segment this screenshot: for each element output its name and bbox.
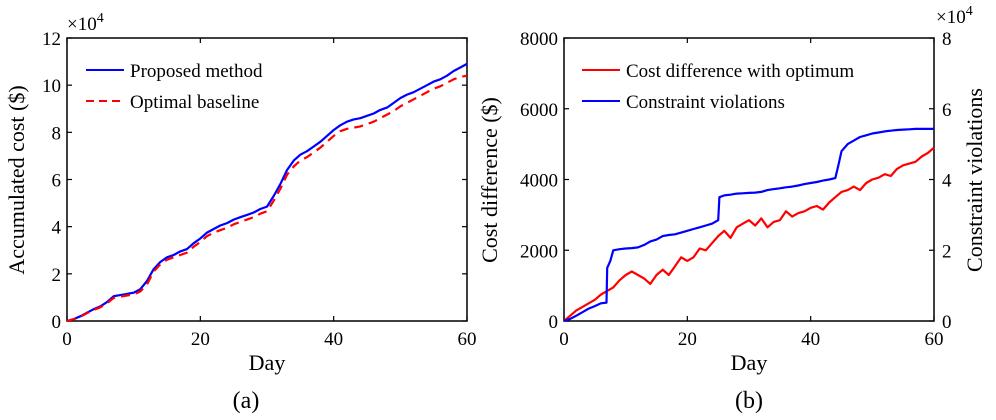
panel-a-x-tick-label: 0 bbox=[62, 329, 72, 350]
panel-a-y-tick-label: 4 bbox=[52, 218, 62, 239]
series-line-cost-difference-with-optimum bbox=[563, 146, 935, 322]
panel-b-y-right-exponent: ×104 bbox=[936, 4, 973, 28]
panel-b-y-tick-label: 2000 bbox=[520, 241, 558, 262]
panel-a-x-tick-label: 60 bbox=[458, 329, 477, 350]
panel-a-y-tick-label: 12 bbox=[42, 29, 61, 50]
panel-a-y-tick-label: 8 bbox=[52, 123, 62, 144]
panel-b-y-right-tick-label: 2 bbox=[942, 241, 952, 262]
panel-a-x-axis-title: Day bbox=[249, 350, 286, 375]
panel-b-y-right-axis-title: Constraint violations bbox=[962, 88, 987, 272]
panel-a-y-axis-title: Accumulated cost ($) bbox=[4, 85, 29, 274]
legend-label-constraint-violations: Constraint violations bbox=[626, 92, 785, 113]
panel-b-y-tick-label: 4000 bbox=[520, 171, 558, 192]
panel-b-y-right-tick-label: 8 bbox=[942, 29, 952, 50]
panel-a-y-ticks: 0 2 4 6 8 10 12 bbox=[42, 29, 467, 333]
panel-a-y-tick-label: 0 bbox=[52, 312, 62, 333]
panel-a: 0 20 40 60 0 2 4 6 8 10 12 ×104 Proposed method O… bbox=[4, 11, 477, 414]
panel-a-y-tick-label: 2 bbox=[52, 265, 62, 286]
panel-b-x-ticks: 0 20 40 60 bbox=[559, 38, 944, 350]
panel-b: 0 20 40 60 0 2000 4000 6000 8000 0 2 4 6 8 ×104 Cos… bbox=[477, 4, 987, 414]
series-line-proposed-method bbox=[66, 62, 468, 323]
panel-b-x-tick-label: 40 bbox=[801, 329, 820, 350]
panel-b-y-axis-title: Cost difference ($) bbox=[477, 97, 502, 263]
series-line-constraint-violations bbox=[563, 127, 934, 323]
panel-b-y-right-tick-label: 0 bbox=[942, 312, 952, 333]
panel-a-x-ticks: 0 20 40 60 bbox=[62, 38, 477, 350]
panel-b-y-ticks-right: 0 2 4 6 8 bbox=[929, 29, 952, 333]
panel-b-y-tick-label: 0 bbox=[549, 312, 559, 333]
panel-a-caption: (a) bbox=[233, 388, 260, 414]
panel-a-plot-area bbox=[66, 37, 468, 322]
legend-label-cost-difference: Cost difference with optimum bbox=[626, 61, 854, 82]
panel-a-y-tick-label: 10 bbox=[42, 76, 61, 97]
panel-a-y-tick-label: 6 bbox=[52, 171, 62, 192]
panel-b-x-axis-title: Day bbox=[731, 350, 768, 375]
panel-a-y-exponent: ×104 bbox=[67, 11, 104, 35]
panel-b-x-tick-label: 0 bbox=[559, 329, 569, 350]
panel-a-legend: Proposed method Optimal baseline bbox=[86, 61, 263, 113]
panel-b-y-tick-label: 8000 bbox=[520, 29, 558, 50]
panel-b-y-right-tick-label: 4 bbox=[942, 171, 952, 192]
panel-b-y-ticks-left: 0 2000 4000 6000 8000 bbox=[520, 29, 569, 333]
panel-b-x-tick-label: 60 bbox=[925, 329, 944, 350]
panel-a-series bbox=[66, 62, 468, 323]
legend-label-proposed-method: Proposed method bbox=[130, 61, 263, 82]
panel-a-x-tick-label: 20 bbox=[191, 329, 210, 350]
panel-b-x-tick-label: 20 bbox=[678, 329, 697, 350]
panel-b-series bbox=[563, 127, 935, 323]
panel-b-legend: Cost difference with optimum Constraint … bbox=[582, 61, 854, 113]
panel-b-y-tick-label: 6000 bbox=[520, 100, 558, 121]
panel-b-y-right-tick-label: 6 bbox=[942, 100, 952, 121]
legend-label-optimal-baseline: Optimal baseline bbox=[130, 92, 259, 113]
panel-b-caption: (b) bbox=[735, 388, 763, 414]
panel-a-x-tick-label: 40 bbox=[324, 329, 343, 350]
series-line-optimal-baseline bbox=[66, 74, 468, 323]
